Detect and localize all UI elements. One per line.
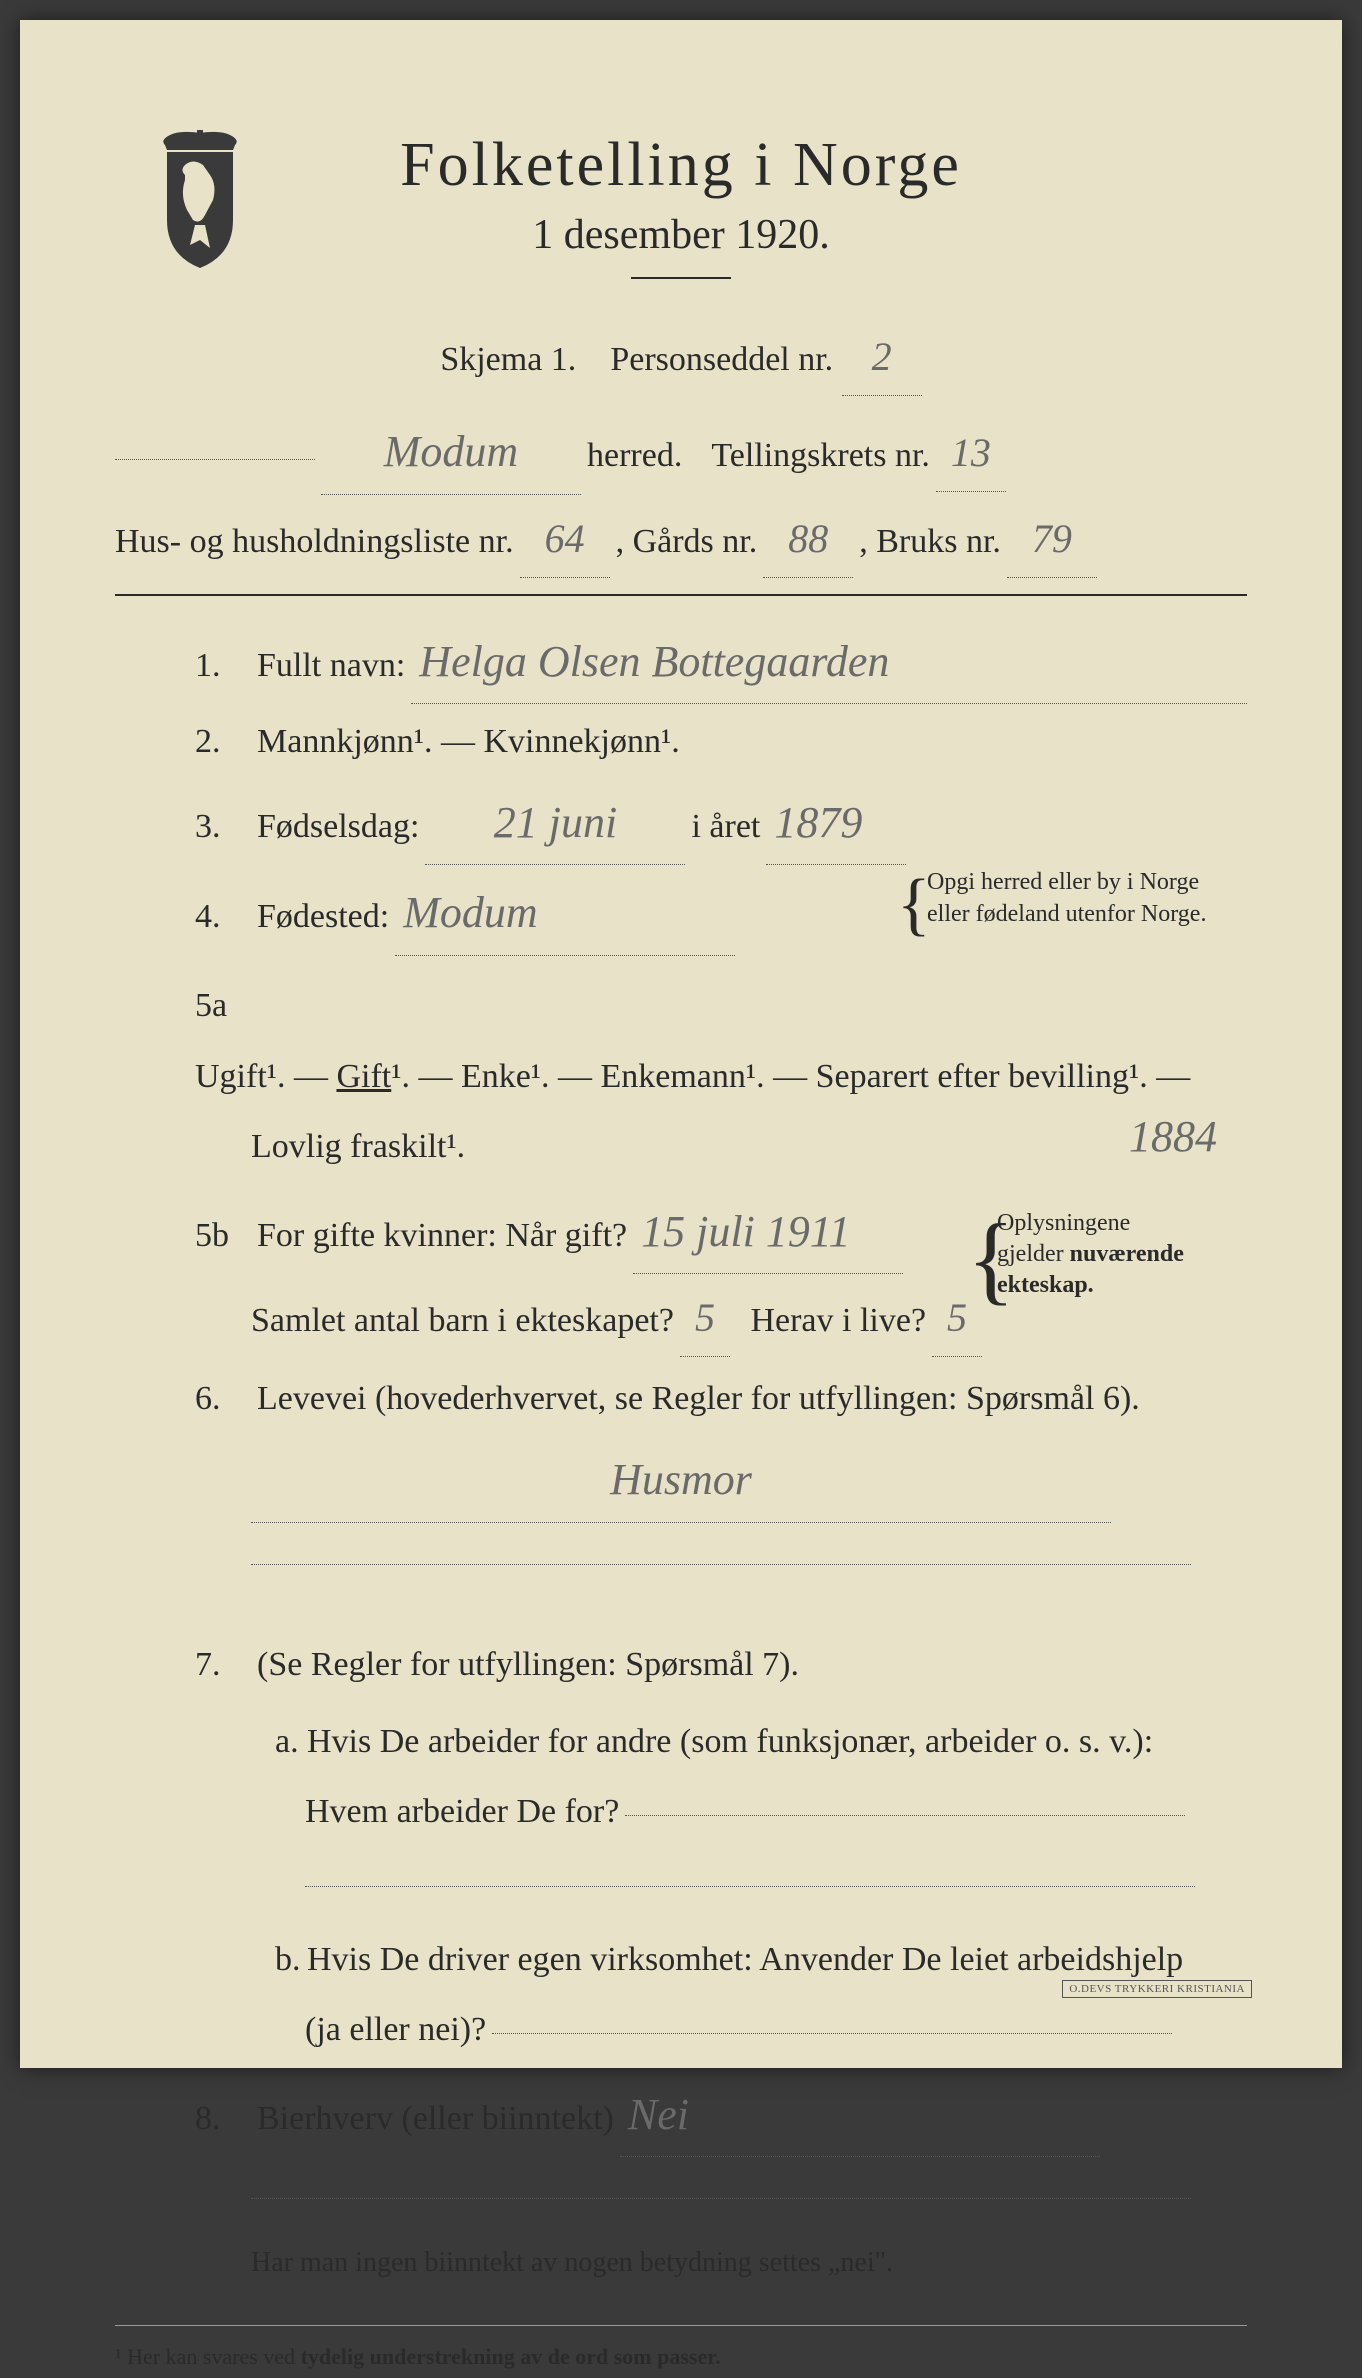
q4-value: Modum [395, 871, 735, 956]
tellingskrets-label: Tellingskrets nr. [711, 424, 930, 489]
page-title: Folketelling i Norge [115, 130, 1247, 201]
bruks-value: 79 [1007, 501, 1097, 578]
q5a-line2: Lovlig fraskilt¹. 1884 [115, 1115, 1247, 1180]
q2-num: 2. [195, 710, 251, 775]
bruks-label: , Bruks nr. [859, 510, 1001, 575]
q6-value: Husmor [251, 1438, 1111, 1523]
q3-day-value: 21 juni [425, 781, 685, 866]
tellingskrets-value: 13 [936, 415, 1006, 492]
q3-line: 3. Fødselsdag: 21 juni i året 1879 [115, 781, 1247, 866]
q3-label-a: Fødselsdag: [257, 795, 419, 860]
q6-num: 6. [195, 1367, 251, 1432]
printer-stamp: O.DEVS TRYKKERI KRISTIANIA [1062, 1980, 1252, 1998]
q7a-blank [115, 1851, 1247, 1916]
norway-coat-of-arms-icon [145, 130, 255, 270]
q7a-label2: Hvem arbeider De for? [305, 1780, 619, 1845]
q5b-label-a: For gifte kvinner: Når gift? [257, 1204, 627, 1269]
q7b-label1: Hvis De driver egen virksomhet: Anvender… [307, 1928, 1183, 1993]
q1-label: Fullt navn: [257, 634, 405, 699]
footnote-text: ¹ Her kan svares ved tydelig understrekn… [115, 2344, 720, 2369]
husliste-label: Hus- og husholdningsliste nr. [115, 510, 514, 575]
section-divider-1 [115, 594, 1247, 596]
page-subtitle: 1 desember 1920. [115, 211, 1247, 259]
husliste-value: 64 [520, 501, 610, 578]
gards-label: , Gårds nr. [616, 510, 758, 575]
herred-value: Modum [321, 410, 581, 495]
q7a-num: a. [245, 1710, 301, 1775]
q1-num: 1. [195, 634, 251, 699]
skjema-line: Skjema 1. Personseddel nr. 2 [115, 319, 1247, 396]
q4-note-line2: eller fødeland utenfor Norge. [927, 901, 1206, 927]
footnote: ¹ Her kan svares ved tydelig understrekn… [115, 2325, 1247, 2378]
q7a-line2: Hvem arbeider De for? [115, 1780, 1247, 1845]
q3-num: 3. [195, 795, 251, 860]
q5a-num: 5a [195, 974, 251, 1039]
q5a-label2: Lovlig fraskilt¹. [251, 1128, 465, 1165]
q5b-label-c: Herav i live? [750, 1289, 926, 1354]
q2-line: 2. Mannkjønn¹. — Kvinnekjønn¹. [115, 710, 1247, 775]
q6-value-line: Husmor [115, 1438, 1247, 1523]
q3-label-b: i året [691, 795, 760, 860]
q8-label: Bierhverv (eller biinntekt) [257, 2087, 614, 2152]
q5b-gift-value: 15 juli 1911 [633, 1190, 903, 1275]
personseddel-label: Personseddel nr. [610, 341, 833, 378]
census-form-page: Folketelling i Norge 1 desember 1920. Sk… [20, 20, 1342, 2068]
q5b-line1: 5b For gifte kvinner: Når gift? 15 juli … [115, 1190, 1247, 1275]
q5b-barn-value: 5 [680, 1280, 730, 1357]
q8-value: Nei [620, 2073, 1100, 2158]
form-body: Skjema 1. Personseddel nr. 2 Modum herre… [115, 319, 1247, 2378]
skjema-label: Skjema 1. [440, 341, 576, 378]
q7b-num: b. [245, 1928, 301, 1993]
title-divider [631, 277, 731, 279]
q5a-margin-note: 1884 [1129, 1095, 1217, 1179]
q7-line: 7. (Se Regler for utfyllingen: Spørsmål … [115, 1633, 1247, 1698]
q5a-label: Ugift¹. — Gift¹. — Enke¹. — Enkemann¹. —… [195, 1045, 1190, 1110]
q7-label: (Se Regler for utfyllingen: Spørsmål 7). [257, 1633, 799, 1698]
q4-note-line1: Opgi herred eller by i Norge [927, 869, 1199, 895]
q4-num: 4. [195, 885, 251, 950]
q2-label: Mannkjønn¹. — Kvinnekjønn¹. [257, 710, 680, 775]
herred-label: herred. [587, 424, 682, 489]
q6-label: Levevei (hovederhvervet, se Regler for u… [257, 1367, 1140, 1432]
q6-line: 6. Levevei (hovederhvervet, se Regler fo… [115, 1367, 1247, 1432]
q8-blank [115, 2163, 1247, 2228]
q5b-live-value: 5 [932, 1280, 982, 1357]
q8-line: 8. Bierhverv (eller biinntekt) Nei [115, 2073, 1247, 2158]
q7a-line1: a. Hvis De arbeider for andre (som funks… [115, 1710, 1247, 1775]
q7b-label2: (ja eller nei)? [305, 1998, 486, 2063]
personseddel-value: 2 [842, 319, 922, 396]
q5a-line: 5a Ugift¹. — Gift¹. — Enke¹. — Enkemann¹… [115, 974, 1247, 1109]
husliste-line: Hus- og husholdningsliste nr. 64 , Gårds… [115, 501, 1247, 578]
q5b-num: 5b [195, 1204, 251, 1269]
herred-blank-left [115, 459, 315, 460]
crest-svg [145, 130, 255, 270]
herred-line: Modum herred. Tellingskrets nr. 13 [115, 410, 1247, 495]
q4-line: 4. Fødested: Modum { Opgi herred eller b… [115, 871, 1247, 956]
q3-year-value: 1879 [766, 781, 906, 866]
q4-note: { Opgi herred eller by i Norge eller fød… [927, 867, 1237, 929]
brace-icon: { [897, 859, 931, 950]
q5b-line2: Samlet antal barn i ekteskapet? 5 Herav … [115, 1280, 1247, 1357]
q5b-note2: gjelder nuværende [997, 1241, 1184, 1267]
q1-value: Helga Olsen Bottegaarden [411, 620, 1247, 705]
header: Folketelling i Norge 1 desember 1920. [115, 130, 1247, 279]
q5b-note1: Oplysningene [997, 1210, 1130, 1236]
q5b-label-b: Samlet antal barn i ekteskapet? [251, 1289, 674, 1354]
gards-value: 88 [763, 501, 853, 578]
q7-num: 7. [195, 1633, 251, 1698]
q6-blank [115, 1529, 1247, 1594]
q7a-label1: Hvis De arbeider for andre (som funksjon… [307, 1710, 1153, 1775]
q8-num: 8. [195, 2087, 251, 2152]
q4-label: Fødested: [257, 885, 389, 950]
q7b-line2: (ja eller nei)? [115, 1998, 1247, 2063]
q1-line: 1. Fullt navn: Helga Olsen Bottegaarden [115, 620, 1247, 705]
q8-note: Har man ingen biinntekt av nogen betydni… [115, 2236, 1247, 2289]
